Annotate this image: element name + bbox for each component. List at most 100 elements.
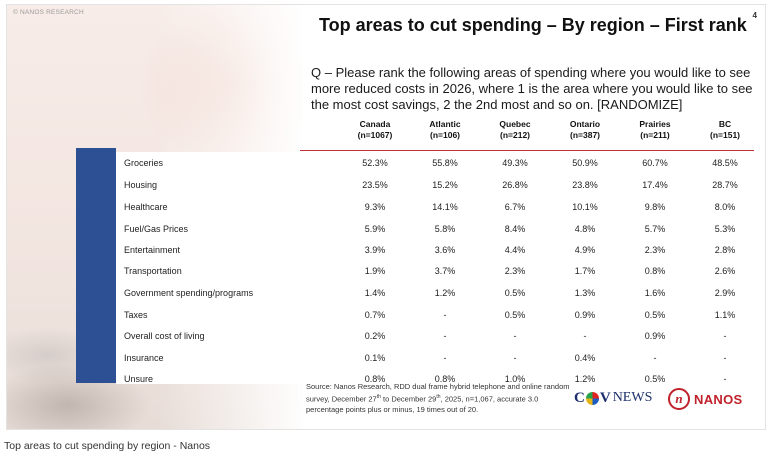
column-sample-size: (n=106)	[430, 130, 460, 140]
survey-question: Q – Please rank the following areas of s…	[311, 65, 753, 112]
page-number: 4	[752, 11, 757, 20]
table-cell: 2.8%	[714, 245, 736, 255]
column-header: Quebec (n=212)	[480, 119, 550, 141]
table-cell: 23.5%	[362, 180, 388, 190]
table-cell: 5.3%	[714, 224, 736, 234]
column-sample-size: (n=1067)	[357, 130, 393, 140]
row-label: Entertainment	[124, 245, 181, 255]
table-row: Groceries 52.3% 55.8% 49.3% 50.9% 60.7% 48.5%	[116, 153, 756, 174]
table-cell: 5.8%	[434, 224, 456, 234]
table-cell: 0.5%	[644, 310, 666, 320]
table-cell: 3.7%	[434, 266, 456, 276]
row-label: Insurance	[124, 353, 164, 363]
table-cell: -	[723, 374, 727, 384]
table-cell: 1.6%	[644, 288, 666, 298]
results-table: Groceries 52.3% 55.8% 49.3% 50.9% 60.7% 48.5% H…	[116, 152, 756, 384]
table-cell: 5.7%	[644, 224, 666, 234]
table-header: Canada (n=1067) Atlantic (n=106) Quebec (n=21…	[300, 119, 754, 149]
column-sample-size: (n=211)	[640, 130, 670, 140]
column-name: Ontario	[569, 119, 601, 129]
column-header: Atlantic (n=106)	[410, 119, 480, 141]
row-label: Fuel/Gas Prices	[124, 224, 189, 234]
table-cell: -	[443, 353, 447, 363]
column-header: BC (n=151)	[690, 119, 760, 141]
ctv-dot-icon	[585, 391, 599, 405]
table-cell: 3.9%	[364, 245, 386, 255]
column-header: Prairies (n=211)	[620, 119, 690, 141]
table-row: Housing 23.5% 15.2% 26.8% 23.8% 17.4% 28.7%	[116, 175, 756, 196]
table-cell: -	[723, 331, 727, 341]
table-cell: 1.9%	[364, 266, 386, 276]
table-cell: 1.2%	[434, 288, 456, 298]
table-cell: 0.9%	[574, 310, 596, 320]
table-cell: 0.8%	[364, 374, 386, 384]
table-cell: -	[443, 331, 447, 341]
table-cell: -	[513, 331, 517, 341]
column-name: Prairies	[639, 119, 671, 129]
table-row: Entertainment 3.9% 3.6% 4.4% 4.9% 2.3% 2.8%	[116, 240, 756, 261]
watermark: © NANOS RESEARCH	[13, 9, 84, 16]
table-cell: 26.8%	[502, 180, 528, 190]
table-cell: 0.5%	[504, 288, 526, 298]
table-cell: 4.4%	[504, 245, 526, 255]
column-sample-size: (n=387)	[570, 130, 600, 140]
table-cell: 0.4%	[574, 353, 596, 363]
image-caption: Top areas to cut spending by region - Na…	[4, 440, 211, 452]
table-cell: 60.7%	[642, 158, 668, 168]
table-cell: 10.1%	[572, 202, 598, 212]
table-cell: -	[513, 353, 517, 363]
column-name: BC	[718, 119, 732, 129]
table-cell: 15.2%	[432, 180, 458, 190]
table-cell: 0.8%	[644, 266, 666, 276]
table-cell: 52.3%	[362, 158, 388, 168]
table-cell: 1.3%	[574, 288, 596, 298]
table-cell: 49.3%	[502, 158, 528, 168]
source-text-2: to December 29	[380, 394, 437, 404]
table-cell: 28.7%	[712, 180, 738, 190]
table-cell: 1.4%	[364, 288, 386, 298]
table-cell: 23.8%	[572, 180, 598, 190]
table-cell: 50.9%	[572, 158, 598, 168]
table-cell: -	[653, 353, 657, 363]
table-cell: 14.1%	[432, 202, 458, 212]
table-cell: 2.6%	[714, 266, 736, 276]
row-label: Healthcare	[124, 202, 168, 212]
table-cell: 2.3%	[504, 266, 526, 276]
table-cell: 17.4%	[642, 180, 668, 190]
table-cell: 4.9%	[574, 245, 596, 255]
table-cell: -	[583, 331, 587, 341]
table-cell: 0.2%	[364, 331, 386, 341]
table-cell: -	[723, 353, 727, 363]
table-row: Overall cost of living 0.2% - - - 0.9% -	[116, 326, 756, 347]
table-cell: 48.5%	[712, 158, 738, 168]
table-cell: 4.8%	[574, 224, 596, 234]
table-row: Fuel/Gas Prices 5.9% 5.8% 8.4% 4.8% 5.7% 5.3%	[116, 219, 756, 240]
table-cell: 2.3%	[644, 245, 666, 255]
nanos-wordmark: NANOS	[694, 391, 743, 407]
source-note: Source: Nanos Research, RDD dual frame h…	[306, 382, 576, 415]
column-header: Ontario (n=387)	[550, 119, 620, 141]
table-row: Insurance 0.1% - - 0.4% - -	[116, 348, 756, 369]
slide-title: Top areas to cut spending – By region – …	[319, 15, 747, 35]
ctv-logo-news: NEWS	[612, 390, 653, 405]
source-sup-1: th	[376, 394, 381, 400]
table-cell: 55.8%	[432, 158, 458, 168]
source-sup-2: th	[436, 394, 441, 400]
table-row: Transportation 1.9% 3.7% 2.3% 1.7% 0.8% 2.6%	[116, 261, 756, 282]
column-name: Atlantic	[429, 119, 461, 129]
ctv-logo-v: V	[599, 389, 611, 406]
column-header: Canada (n=1067)	[340, 119, 410, 141]
source-text-3: , 2025, n=1,067, accurate 3.0 percentage…	[306, 394, 539, 414]
row-label: Overall cost of living	[124, 331, 205, 341]
table-cell: 0.1%	[364, 353, 386, 363]
table-row: Unsure 0.8% 0.8% 1.0% 1.2% 0.5% -	[116, 369, 756, 390]
row-label: Taxes	[124, 310, 148, 320]
table-cell: 3.6%	[434, 245, 456, 255]
nanos-logo: n NANOS	[668, 386, 742, 412]
table-row: Government spending/programs 1.4% 1.2% 0.5%…	[116, 283, 756, 304]
nanos-mark-icon: n	[668, 388, 690, 410]
ctv-news-logo: C V NEWS	[574, 387, 652, 409]
table-cell: -	[443, 310, 447, 320]
table-cell: 6.7%	[504, 202, 526, 212]
source-text-1: Source: Nanos Research, RDD dual frame h…	[306, 382, 570, 404]
